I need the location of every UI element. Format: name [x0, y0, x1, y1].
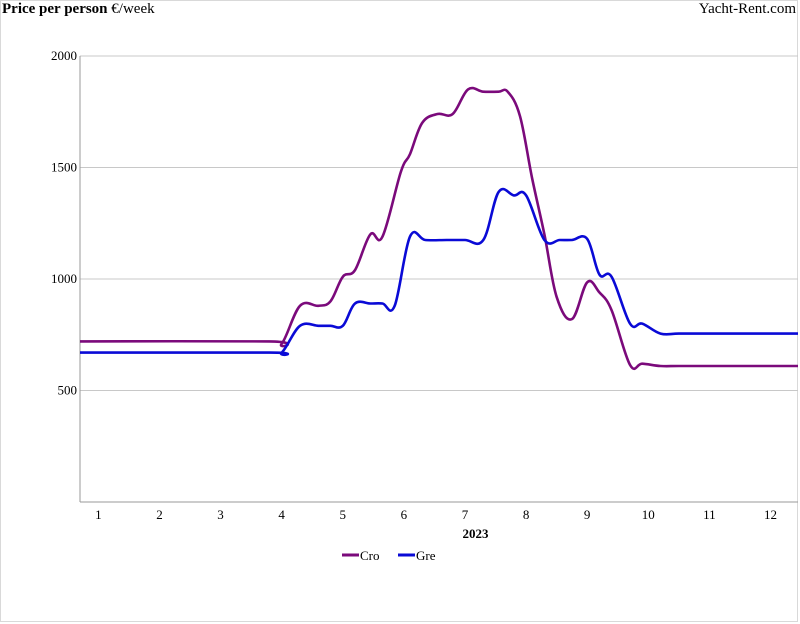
- y-tick-label: 1000: [51, 271, 77, 286]
- series-lines: [79, 86, 798, 371]
- x-tick-label: 1: [95, 507, 102, 522]
- x-tick-label: 6: [401, 507, 408, 522]
- x-tick-label: 11: [703, 507, 716, 522]
- chart-title-unit: €/week: [111, 1, 155, 17]
- x-tick-label: 4: [278, 507, 285, 522]
- legend: Cro Gre: [342, 548, 436, 563]
- y-tick-label: 1500: [51, 160, 77, 175]
- axes: [79, 56, 798, 503]
- x-tick-label: 3: [217, 507, 224, 522]
- y-tick-labels: 500 1000 1500 2000: [51, 48, 77, 398]
- x-axis-label: 2023: [463, 526, 490, 541]
- x-tick-label: 8: [523, 507, 530, 522]
- x-tick-label: 5: [340, 507, 347, 522]
- series-line-cro: [79, 86, 798, 371]
- series-line-gre: [80, 187, 798, 357]
- x-tick-label: 7: [462, 507, 469, 522]
- x-tick-labels: 1 2 3 4 5 6 7 8 9 10 11 12: [95, 507, 777, 522]
- y-tick-label: 2000: [51, 48, 77, 63]
- x-tick-label: 12: [764, 507, 777, 522]
- x-tick-label: 9: [584, 507, 591, 522]
- chart-title-bold: Price per person: [2, 1, 108, 17]
- x-tick-label: 10: [642, 507, 655, 522]
- chart-title: Price per person €/week: [2, 1, 155, 18]
- y-tick-label: 500: [58, 383, 78, 398]
- grid-lines: [80, 55, 798, 391]
- brand-label: Yacht-Rent.com: [698, 1, 796, 17]
- legend-label-cro: Cro: [360, 548, 380, 563]
- x-tick-label: 2: [156, 507, 163, 522]
- legend-label-gre: Gre: [416, 548, 436, 563]
